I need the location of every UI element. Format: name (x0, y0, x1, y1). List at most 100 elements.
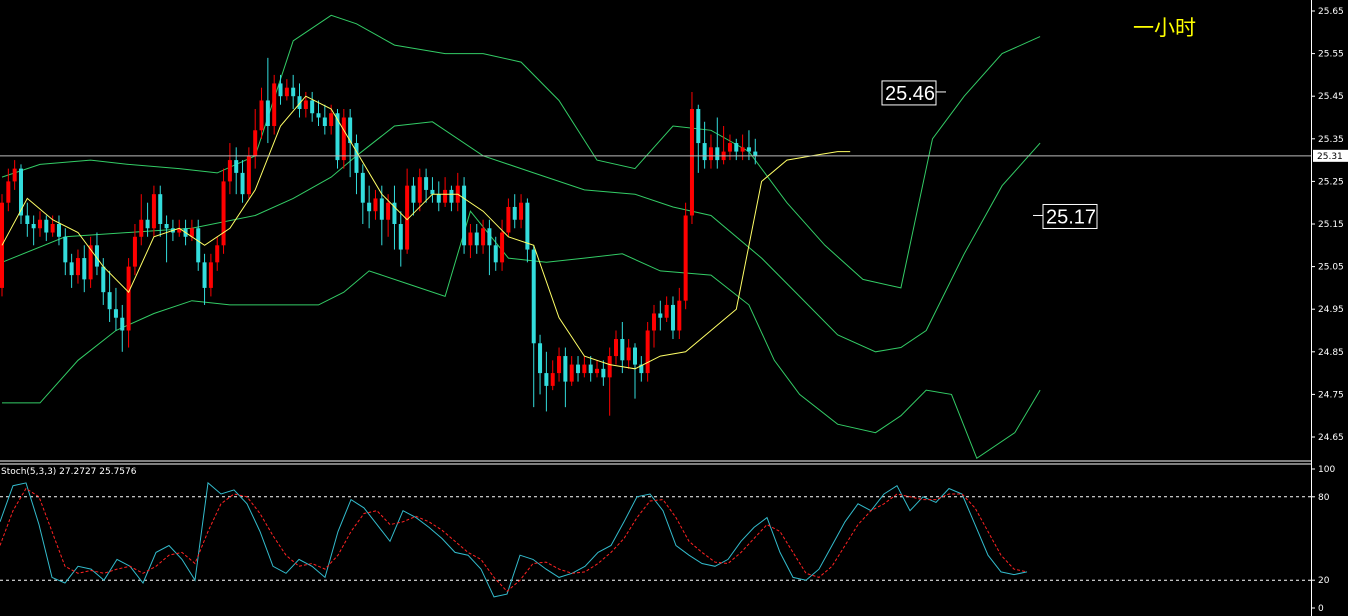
candle (94, 232, 99, 276)
candle (316, 100, 321, 127)
candle (620, 321, 625, 374)
current-price-box (1313, 149, 1348, 162)
candle-body (689, 108, 694, 216)
candle-body (278, 83, 283, 97)
candle-body (373, 198, 378, 212)
ma-line (1, 95, 851, 370)
candle (455, 172, 460, 212)
candle (227, 143, 232, 195)
candle-body (658, 313, 663, 318)
candle-body (474, 232, 479, 246)
candle-body (550, 373, 555, 386)
candle-body (557, 356, 562, 374)
candle (525, 198, 530, 263)
candle-body (734, 143, 739, 152)
candle (253, 108, 258, 169)
candle-body (620, 339, 625, 361)
candle-body (164, 224, 169, 229)
candle (297, 83, 302, 118)
candle-body (481, 228, 486, 246)
candle (436, 181, 441, 212)
candle-body (69, 262, 74, 276)
candle (113, 287, 118, 331)
candle-body (411, 185, 416, 203)
candle-body (417, 177, 422, 203)
candle-body (607, 356, 612, 378)
candle (158, 185, 163, 237)
candle (215, 236, 220, 271)
candle-body (303, 100, 308, 109)
candle-body (626, 347, 631, 361)
candle-body (544, 373, 549, 386)
candle (411, 177, 416, 216)
candle (443, 177, 448, 207)
candle-body (468, 232, 473, 246)
price-tick-label: 24.75 (1318, 390, 1344, 400)
stoch-tick-label: 100 (1318, 465, 1335, 475)
candle-body (506, 206, 511, 233)
current-price-label: 25.31 (1317, 152, 1343, 162)
candle (126, 258, 131, 348)
stoch-tick-label: 0 (1318, 604, 1324, 614)
candle (354, 134, 359, 195)
candle-body (63, 236, 68, 263)
candle-body (360, 172, 365, 203)
candle (189, 219, 194, 242)
candle-body (449, 189, 454, 203)
candle (645, 321, 650, 382)
candle (310, 91, 315, 122)
candle (696, 104, 701, 173)
candle-body (101, 266, 106, 293)
candle (120, 304, 125, 352)
candle-body (139, 219, 144, 237)
candle-body (215, 245, 220, 263)
candle-body (715, 147, 720, 161)
candle-body (37, 219, 42, 229)
stochastic-panel: 100 80 20 0 (0, 465, 1335, 614)
annotations: 25.46 25.17 (881, 80, 1098, 229)
candle (405, 168, 410, 254)
candle-body (75, 258, 80, 276)
candle-body (386, 202, 391, 220)
candle-body (519, 202, 524, 220)
candle (519, 194, 524, 229)
bb-middle-line (1, 121, 1041, 353)
candle (240, 160, 245, 203)
candle (424, 168, 429, 203)
candle-body (392, 202, 397, 224)
candle-body (740, 147, 745, 152)
stoch-tick-label: 20 (1318, 576, 1330, 586)
candle (139, 194, 144, 246)
candle (234, 147, 239, 195)
candle-body (405, 185, 410, 250)
candle-body (576, 364, 581, 374)
candle-body (177, 228, 182, 233)
candle (474, 224, 479, 254)
candle-body (113, 309, 118, 318)
candle-body (82, 258, 87, 280)
candle (544, 351, 549, 412)
candle-body (677, 300, 682, 331)
candle-body (696, 108, 701, 144)
candle-body (462, 185, 467, 246)
moving-average (1, 95, 851, 370)
stoch-title: Stoch(5,3,3) 27.2727 25.7576 (1, 467, 137, 477)
candle (569, 356, 574, 386)
candle-body (569, 364, 574, 382)
candle-body (240, 172, 245, 195)
candle-body (746, 147, 751, 152)
candle (576, 356, 581, 382)
candle-body (12, 168, 17, 182)
candle (151, 185, 156, 237)
candle-body (651, 313, 656, 331)
candle (746, 130, 751, 161)
candle (481, 219, 486, 254)
candle-body (588, 364, 593, 374)
candle (31, 215, 36, 246)
stoch-tick-label: 80 (1318, 493, 1330, 503)
price-tick-label: 25.65 (1318, 7, 1344, 17)
candle-body (702, 143, 707, 161)
candle-body (354, 143, 359, 173)
candle (563, 347, 568, 408)
candle (658, 300, 663, 331)
